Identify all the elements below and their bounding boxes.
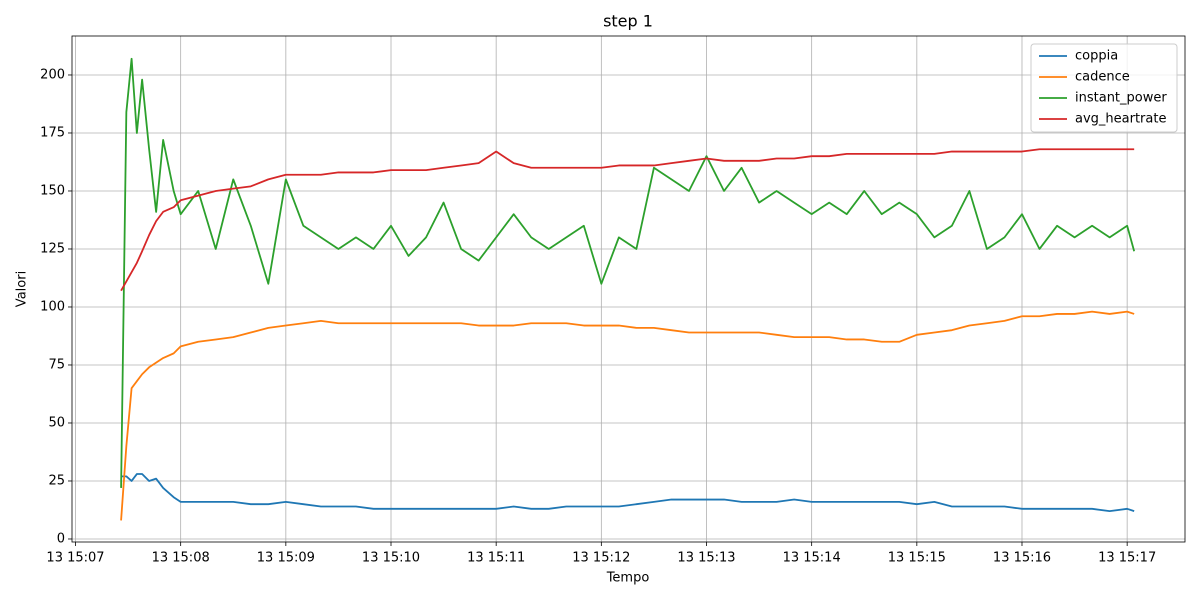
y-tick-label: 50 <box>48 415 65 430</box>
legend-label: instant_power <box>1075 91 1167 106</box>
legend-box <box>1030 43 1178 133</box>
legend-label: cadence <box>1075 70 1130 85</box>
y-tick-label: 175 <box>40 125 65 140</box>
x-tick-label: 13 15:15 <box>888 551 946 566</box>
series-line <box>120 148 1135 292</box>
x-tick-label: 13 15:16 <box>993 551 1051 566</box>
x-tick-label: 13 15:08 <box>152 551 210 566</box>
y-axis-label: Valori <box>15 271 30 307</box>
y-tick-label: 0 <box>57 531 65 546</box>
plot-frame <box>71 35 1186 543</box>
y-tick-label: 75 <box>48 357 65 372</box>
y-tick-label: 25 <box>48 473 65 488</box>
series-line <box>120 57 1136 488</box>
x-tick-label: 13 15:13 <box>677 551 735 566</box>
x-tick-label: 13 15:11 <box>467 551 525 566</box>
series-line <box>121 473 1135 513</box>
x-tick-label: 13 15:17 <box>1098 551 1156 566</box>
x-tick-label: 13 15:07 <box>46 551 104 566</box>
series-line <box>120 310 1135 521</box>
x-axis-label: Tempo <box>606 571 650 586</box>
legend: coppia cadence instant_power avg_heartrate <box>1030 43 1178 133</box>
x-tick-label: 13 15:14 <box>783 551 841 566</box>
y-tick-label: 100 <box>40 299 65 314</box>
x-tick-label: 13 15:12 <box>572 551 630 566</box>
y-tick-label: 200 <box>40 67 65 82</box>
x-tick-label: 13 15:10 <box>362 551 420 566</box>
y-tick-label: 150 <box>40 183 65 198</box>
legend-label: avg_heartrate <box>1075 112 1166 127</box>
legend-label: coppia <box>1075 49 1118 64</box>
chart-title: step 1 <box>603 12 653 31</box>
y-tick-label: 125 <box>40 241 65 256</box>
x-tick-label: 13 15:09 <box>257 551 315 566</box>
